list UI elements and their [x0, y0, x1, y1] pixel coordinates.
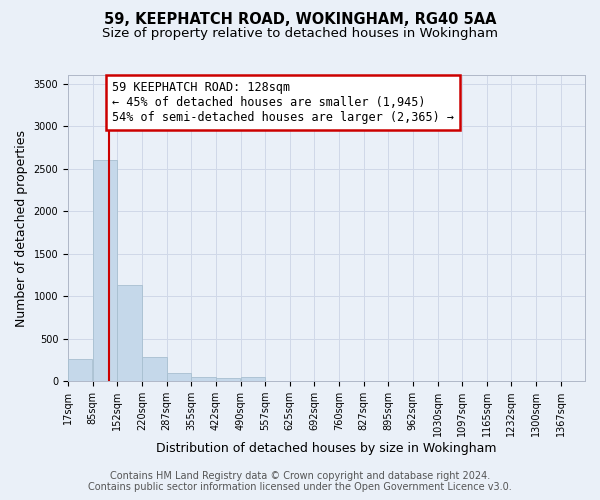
Text: Contains HM Land Registry data © Crown copyright and database right 2024.
Contai: Contains HM Land Registry data © Crown c… — [88, 471, 512, 492]
Bar — [93, 160, 117, 381]
Text: 59 KEEPHATCH ROAD: 128sqm
← 45% of detached houses are smaller (1,945)
54% of se: 59 KEEPHATCH ROAD: 128sqm ← 45% of detac… — [112, 81, 454, 124]
Bar — [117, 285, 142, 381]
X-axis label: Distribution of detached houses by size in Wokingham: Distribution of detached houses by size … — [156, 442, 497, 455]
Bar — [167, 372, 191, 381]
Text: Size of property relative to detached houses in Wokingham: Size of property relative to detached ho… — [102, 28, 498, 40]
Bar — [191, 378, 216, 381]
Bar — [241, 378, 265, 381]
Bar — [216, 378, 240, 381]
Bar — [142, 356, 167, 381]
Text: 59, KEEPHATCH ROAD, WOKINGHAM, RG40 5AA: 59, KEEPHATCH ROAD, WOKINGHAM, RG40 5AA — [104, 12, 496, 28]
Y-axis label: Number of detached properties: Number of detached properties — [15, 130, 28, 326]
Bar — [68, 359, 92, 381]
